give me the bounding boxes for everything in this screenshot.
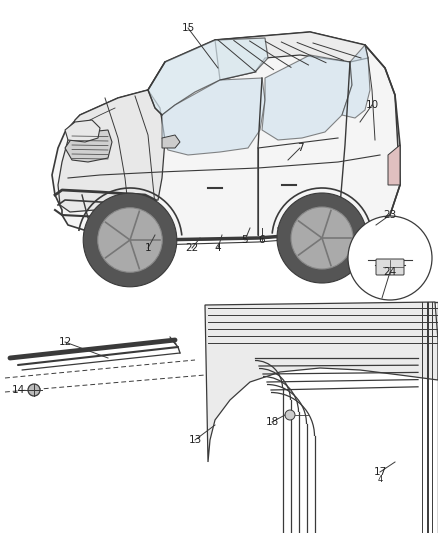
FancyBboxPatch shape: [376, 259, 404, 275]
Polygon shape: [215, 32, 368, 80]
Polygon shape: [162, 135, 180, 148]
Circle shape: [83, 193, 177, 287]
Circle shape: [277, 193, 367, 283]
Text: 23: 23: [383, 210, 397, 220]
Polygon shape: [58, 90, 165, 212]
Text: 14: 14: [11, 385, 25, 395]
Text: 12: 12: [58, 337, 72, 347]
Text: 13: 13: [188, 435, 201, 445]
Text: 5: 5: [242, 235, 248, 245]
Text: 17: 17: [373, 467, 387, 477]
Polygon shape: [162, 78, 265, 155]
Text: 1: 1: [145, 243, 151, 253]
Text: 22: 22: [185, 243, 198, 253]
Text: 6: 6: [259, 235, 265, 245]
Text: 7: 7: [297, 143, 303, 153]
Polygon shape: [342, 45, 370, 118]
Circle shape: [98, 208, 162, 272]
Text: 18: 18: [265, 417, 279, 427]
Text: 4: 4: [378, 475, 383, 484]
Circle shape: [285, 410, 295, 420]
Polygon shape: [52, 32, 400, 240]
Circle shape: [72, 192, 88, 208]
Polygon shape: [65, 130, 112, 162]
Circle shape: [291, 207, 353, 269]
Polygon shape: [388, 145, 400, 185]
Polygon shape: [148, 38, 268, 115]
Text: 24: 24: [383, 267, 397, 277]
Circle shape: [28, 384, 40, 396]
Circle shape: [348, 216, 432, 300]
Polygon shape: [65, 120, 100, 142]
Polygon shape: [205, 302, 438, 462]
Text: 4: 4: [215, 243, 221, 253]
Text: 15: 15: [181, 23, 194, 33]
Text: 10: 10: [365, 100, 378, 110]
Polygon shape: [262, 55, 352, 140]
